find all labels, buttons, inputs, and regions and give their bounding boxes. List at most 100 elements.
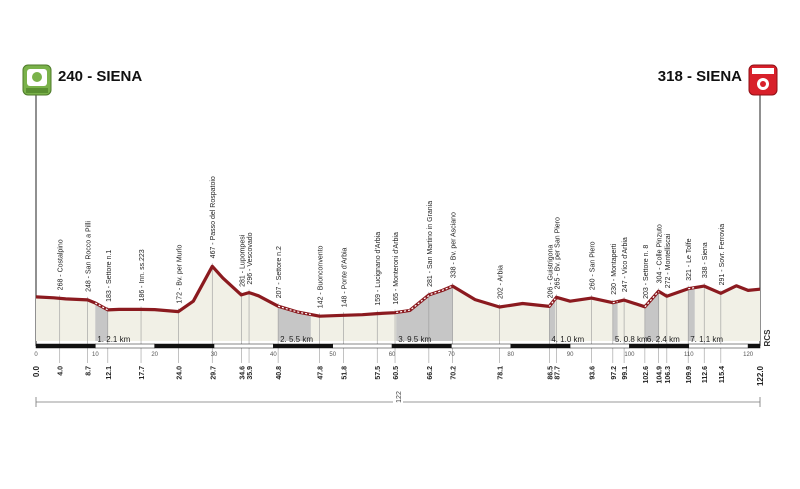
gravel-sector-area [278, 306, 311, 341]
waypoint-km-label: 66.2 [427, 366, 434, 380]
x-tick-label: 40 [270, 352, 277, 358]
waypoint-label: 265 - Bv. per San Piero [554, 217, 561, 289]
gravel-sector-line [688, 287, 695, 290]
waypoint-label: 183 - Settore n.1 [106, 250, 113, 302]
gravel-sector-line [612, 301, 618, 304]
km-scale-segment [451, 343, 512, 349]
waypoint-km-label: 115.4 [719, 366, 726, 383]
waypoint-km-label: 112.6 [702, 366, 709, 383]
waypoint-label: 186 - Inn. ss.223 [139, 249, 146, 301]
gravel-sector-area [612, 301, 618, 341]
gravel-sector-area [688, 287, 695, 341]
km-scale-segment [510, 343, 571, 349]
gravel-sector-line [277, 305, 311, 316]
km-scale-segment [35, 343, 96, 349]
km-scale-segment [213, 343, 274, 349]
waypoint-label: 206 - Guistrigona [547, 245, 554, 299]
waypoint-km-label: 4.0 [58, 366, 65, 376]
gravel-sector-label: 3. 9.5 km [398, 335, 431, 344]
x-tick-label: 30 [211, 352, 218, 358]
waypoint-km-label: 93.6 [589, 366, 596, 380]
waypoint-km-label: 102.6 [643, 366, 650, 384]
x-tick-label: 100 [624, 352, 635, 358]
gravel-sector-label: 6. 2.4 km [647, 335, 680, 344]
waypoint-km-label: 104.9 [657, 366, 664, 384]
gravel-sector-label: 7. 1.1 km [690, 335, 723, 344]
waypoint-label: 202 - Arbia [497, 265, 504, 299]
waypoint-km-label: 97.2 [611, 366, 618, 380]
waypoint-label: 165 - Monteroni d'Arbia [393, 232, 400, 305]
waypoint-km-label: 12.1 [106, 366, 113, 380]
gravel-sector-area [95, 303, 108, 341]
km-scale-segment [747, 343, 761, 349]
waypoint-label: 291 - Sovr. Ferrovia [719, 224, 726, 286]
x-tick-label: 110 [684, 352, 694, 358]
gravel-sector-label: 1. 2.1 km [97, 335, 130, 344]
x-tick-label: 50 [329, 352, 336, 358]
x-tick-label: 90 [567, 352, 574, 358]
waypoint-km-label: 60.5 [393, 366, 400, 380]
x-tick-label: 60 [389, 352, 396, 358]
waypoint-label: 321 - Le Tolfe [686, 238, 693, 280]
waypoint-km-label: 24.0 [176, 366, 183, 380]
km-scale-segment [332, 343, 393, 349]
waypoint-km-label: 8.7 [86, 366, 93, 376]
waypoint-label: 172 - Bv. per Murlo [176, 244, 183, 303]
gravel-sector-line [396, 285, 453, 314]
waypoint-label: 159 - Lucignano d'Arbia [375, 232, 382, 306]
waypoint-label: 268 - Costalpino [58, 239, 65, 290]
distance-label-bg [393, 390, 403, 404]
km-scale-segment [95, 343, 155, 349]
waypoint-km-label: 29.7 [210, 366, 217, 380]
end-km-label: 122.0 [756, 365, 765, 386]
gravel-sector-label: 5. 0.8 km [615, 335, 648, 344]
waypoint-km-label: 51.8 [341, 366, 348, 380]
gravel-sector-line [644, 291, 660, 308]
waypoint-label: 281 - San Martino in Grania [427, 201, 434, 287]
waypoint-label: 207 - Settore n.2 [276, 246, 283, 298]
waypoint-label: 272 - Montelliscai [665, 233, 672, 288]
waypoint-label: 247 - Vico d'Arbia [622, 237, 629, 292]
waypoint-km-label: 17.7 [139, 366, 146, 380]
profile-area [36, 266, 760, 341]
waypoint-km-label: 70.2 [451, 366, 458, 380]
waypoint-km-label: 78.1 [497, 366, 504, 380]
waypoint-label: 260 - San Piero [589, 241, 596, 290]
gravel-sector-area [396, 286, 453, 341]
gravel-sector-label: 2. 5.5 km [280, 335, 313, 344]
waypoint-label: 148 - Ponte d'Arbia [341, 247, 348, 307]
waypoint-km-label: 87.7 [554, 366, 561, 380]
x-tick-label: 80 [507, 352, 514, 358]
gravel-sector-label: 4. 1.0 km [551, 335, 584, 344]
x-tick-label: 10 [92, 352, 99, 358]
rcs-brand: RCS [763, 329, 772, 347]
waypoint-label: 338 - Bv. per Asciano [451, 212, 458, 278]
waypoint-km-label: 86.5 [547, 366, 554, 380]
waypoint-label: 230 - Montaperti [611, 243, 618, 294]
x-tick-label: 120 [743, 352, 754, 358]
start-km-label: 0.0 [32, 365, 41, 377]
finish-badge-icon [748, 64, 778, 96]
waypoint-km-label: 57.5 [375, 366, 382, 380]
x-tick-label: 20 [151, 352, 158, 358]
x-tick-label: 70 [448, 352, 455, 358]
km-scale-segment [569, 343, 630, 349]
waypoint-km-label: 106.3 [665, 366, 672, 384]
start-title: 240 - SIENA [58, 68, 143, 85]
finish-title: 318 - SIENA [657, 68, 742, 85]
waypoint-km-label: 35.9 [247, 366, 254, 380]
waypoint-km-label: 34.6 [239, 366, 246, 380]
waypoint-km-label: 47.8 [318, 366, 325, 380]
waypoint-label: 281 - Lupompesi [239, 234, 246, 287]
km-scale-segment [688, 343, 749, 349]
gravel-sector-area [549, 298, 556, 341]
waypoint-km-label: 99.1 [622, 366, 629, 380]
waypoint-label: 142 - Buonconvento [318, 245, 325, 308]
total-distance-label: 122 [396, 391, 403, 403]
waypoint-label: 248 - San Rocco a Pilli [86, 221, 93, 292]
waypoint-km-label: 109.9 [686, 366, 693, 384]
waypoint-label: 304 - Colle Pinzuto [657, 224, 664, 283]
km-scale-segment [629, 343, 690, 349]
